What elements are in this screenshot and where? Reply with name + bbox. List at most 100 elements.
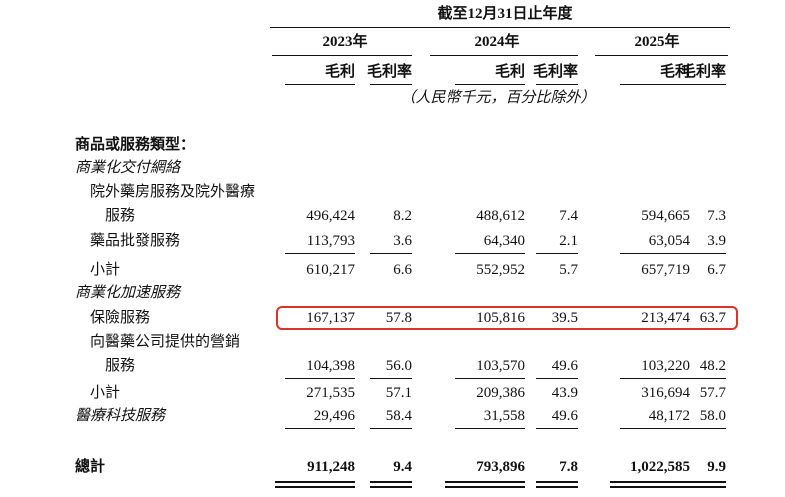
cell: 58.0 — [699, 408, 726, 424]
rule — [536, 253, 578, 254]
row-label: 商品或服務類型： — [75, 137, 196, 153]
rule — [610, 486, 690, 488]
column-header: 毛利率 — [680, 64, 726, 80]
row-label: 小計 — [90, 262, 121, 278]
cell: 488,612 — [476, 208, 525, 224]
rule — [430, 55, 578, 56]
rule — [285, 428, 355, 429]
rule — [610, 481, 690, 483]
cell: 911,248 — [307, 459, 355, 475]
rule — [445, 481, 525, 483]
cell: 49.6 — [551, 408, 578, 424]
rule — [370, 486, 412, 488]
rule — [270, 27, 730, 28]
rule — [620, 428, 690, 429]
rule — [370, 253, 412, 254]
column-header: 毛利 — [659, 64, 690, 80]
row-label: 小計 — [90, 385, 121, 401]
rule — [684, 253, 726, 254]
cell: 105,816 — [476, 310, 525, 326]
cell: 31,558 — [483, 408, 525, 424]
cell: 29,496 — [313, 408, 355, 424]
cell: 657,719 — [641, 262, 690, 278]
rule — [370, 84, 412, 85]
cell: 64,340 — [483, 233, 525, 249]
cell: 594,665 — [641, 208, 690, 224]
cell: 167,137 — [306, 310, 355, 326]
row-label: 服務 — [105, 358, 136, 374]
cell: 9.9 — [707, 459, 726, 475]
row-label: 藥品批發服務 — [90, 233, 181, 249]
rule — [445, 486, 525, 488]
period-header: 截至12月31日止年度 — [437, 6, 573, 22]
rule — [455, 253, 525, 254]
cell: 57.1 — [385, 385, 412, 401]
cell: 57.7 — [699, 385, 726, 401]
cell: 496,424 — [306, 208, 355, 224]
cell: 49.6 — [551, 358, 578, 374]
cell: 271,535 — [306, 385, 355, 401]
cell: 552,952 — [476, 262, 525, 278]
row-label: 向醫藥公司提供的營銷 — [90, 334, 241, 350]
cell: 56.0 — [385, 358, 412, 374]
rule — [455, 428, 525, 429]
cell: 57.8 — [385, 310, 412, 326]
cell: 9.4 — [393, 459, 412, 475]
cell: 793,896 — [476, 459, 525, 475]
rule — [455, 378, 525, 379]
cell: 103,220 — [641, 358, 690, 374]
cell: 1,022,585 — [630, 459, 690, 475]
cell: 113,793 — [306, 233, 355, 249]
rule — [370, 378, 412, 379]
year-header: 2024年 — [474, 34, 520, 50]
rule — [285, 253, 355, 254]
column-header: 毛利 — [494, 64, 525, 80]
cell: 209,386 — [476, 385, 525, 401]
row-label: 商業化加速服務 — [75, 285, 181, 301]
cell: 63,054 — [648, 233, 690, 249]
cell: 58.4 — [385, 408, 412, 424]
column-header: 毛利 — [324, 64, 355, 80]
cell: 3.6 — [393, 233, 412, 249]
rule — [370, 428, 412, 429]
column-header: 毛利率 — [532, 64, 578, 80]
row-label: 醫療科技服務 — [75, 408, 166, 424]
year-header: 2025年 — [634, 34, 680, 50]
rule — [536, 486, 578, 488]
cell: 7.4 — [559, 208, 578, 224]
cell: 6.7 — [707, 262, 726, 278]
cell: 104,398 — [306, 358, 355, 374]
rule — [684, 84, 726, 85]
row-label: 總計 — [75, 459, 106, 475]
rule — [272, 55, 412, 56]
cell: 2.1 — [559, 233, 578, 249]
rule — [620, 84, 690, 85]
cell: 39.5 — [551, 310, 578, 326]
cell: 7.3 — [707, 208, 726, 224]
rule — [536, 378, 578, 379]
rule — [536, 428, 578, 429]
rule — [536, 481, 578, 483]
rule — [620, 253, 690, 254]
row-label: 商業化交付網絡 — [75, 160, 181, 176]
rule — [285, 84, 355, 85]
rule — [275, 481, 355, 483]
cell: 7.8 — [559, 459, 578, 475]
row-label: 保險服務 — [90, 310, 151, 326]
column-header: 毛利率 — [366, 64, 412, 80]
rule — [285, 378, 355, 379]
rule — [455, 84, 525, 85]
cell: 48.2 — [699, 358, 726, 374]
rule — [595, 55, 728, 56]
cell: 316,694 — [641, 385, 690, 401]
rule — [684, 486, 726, 488]
cell: 8.2 — [393, 208, 412, 224]
rule — [275, 486, 355, 488]
cell: 3.9 — [707, 233, 726, 249]
rule — [684, 378, 726, 379]
cell: 610,217 — [306, 262, 355, 278]
cell: 43.9 — [551, 385, 578, 401]
rule — [536, 84, 578, 85]
cell: 5.7 — [559, 262, 578, 278]
